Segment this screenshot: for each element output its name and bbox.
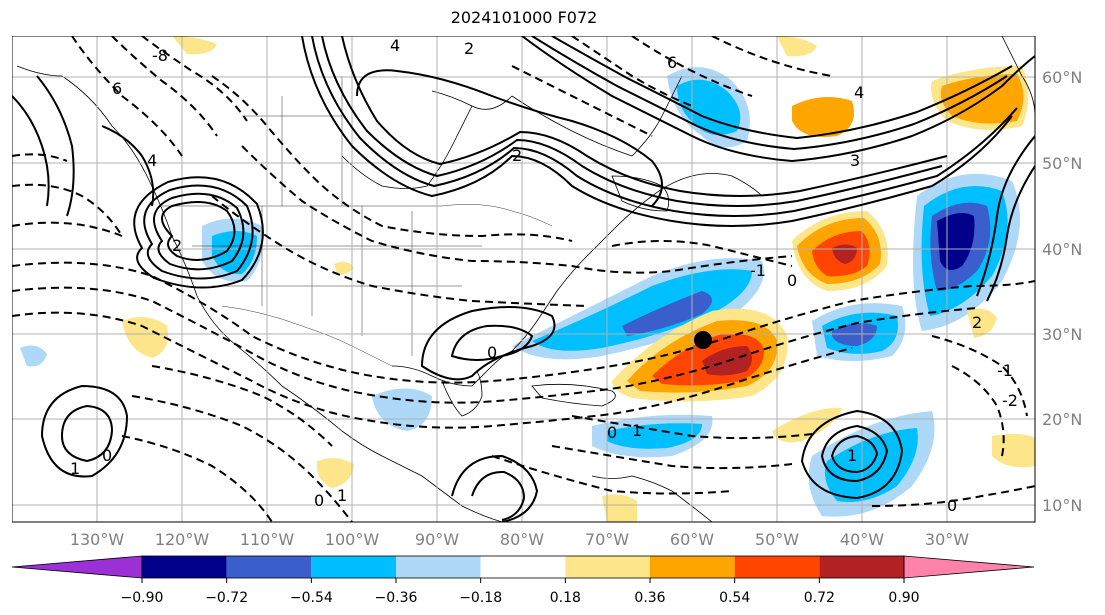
lon-label: 90°W (415, 530, 459, 549)
colorbar-segment (650, 556, 735, 578)
contour-label: 2 (172, 236, 182, 255)
contour-label: 2 (512, 146, 522, 165)
contour-label: 4 (390, 36, 400, 55)
colorbar-extend-high (903, 555, 1035, 579)
colorbar-segment (311, 556, 396, 578)
lat-label: 60°N (1042, 68, 1082, 87)
contour-label: 6 (667, 53, 677, 72)
contour-label: 1 (70, 459, 80, 478)
colorbar-tick-label: −0.72 (205, 590, 248, 606)
contour-label: 0 (314, 491, 324, 510)
colorbar-segment (396, 556, 481, 578)
contour-label: 1 (847, 446, 857, 465)
contour-label: -2 (1002, 391, 1018, 410)
contour-label: 2 (972, 313, 982, 332)
lon-label: 40°W (840, 530, 884, 549)
lat-label: 40°N (1042, 240, 1082, 259)
lon-label: 130°W (70, 530, 125, 549)
contour-label: -1 (750, 261, 766, 280)
lat-label: 30°N (1042, 325, 1082, 344)
contour-label: 0 (487, 343, 497, 362)
contour-label: 4 (147, 151, 157, 170)
lon-label: 120°W (155, 530, 210, 549)
colorbar-extend-low (11, 555, 143, 579)
lon-label: 60°W (670, 530, 714, 549)
contour-label: 1 (337, 486, 347, 505)
contour-label: 0 (607, 423, 617, 442)
lat-label: 50°N (1042, 154, 1082, 173)
contour-label: 0 (947, 496, 957, 515)
colorbar-tick-label: 0.54 (719, 590, 750, 606)
contour-label: 3 (850, 151, 860, 170)
dashed-contours (12, 36, 1035, 522)
colorbar-segment (565, 556, 650, 578)
colorbar-segment (480, 556, 566, 578)
lon-label: 80°W (500, 530, 544, 549)
contour-label-group: -8 4 2 6 4 6 4 2 3 2 -1 0 0 1 0 1 0 1 0 … (70, 36, 1018, 515)
contour-label: 6 (112, 79, 122, 98)
lat-label: 10°N (1042, 496, 1082, 515)
colorbar-tick-label: 0.36 (634, 590, 665, 606)
colorbar-segment (142, 556, 227, 578)
longitude-labels: 130°W 120°W 110°W 100°W 90°W 80°W 70°W 6… (70, 530, 969, 549)
graticule (12, 36, 1035, 522)
map-title: 2024101000 F072 (450, 8, 598, 27)
contour-label: 1 (632, 421, 642, 440)
colorbar-segment (226, 556, 312, 578)
latitude-labels: 60°N 50°N 40°N 30°N 20°N 10°N (1042, 68, 1082, 515)
colorbar-tick-label: 0.72 (804, 590, 835, 606)
colorbar-segment (819, 556, 904, 578)
weather-map: -8 4 2 6 4 6 4 2 3 2 -1 0 0 1 0 1 0 1 0 … (12, 36, 1082, 523)
lon-label: 110°W (240, 530, 295, 549)
contour-label: 0 (787, 271, 797, 290)
colorbar-segment (734, 556, 820, 578)
map-frame (12, 36, 1036, 523)
contour-label: 4 (854, 83, 864, 102)
contour-label: -1 (997, 361, 1013, 380)
solid-contours (12, 36, 1035, 522)
lat-label: 20°N (1042, 410, 1082, 429)
contour-label: 2 (464, 39, 474, 58)
colorbar-tick-label: 0.18 (550, 590, 581, 606)
contour-label: -8 (152, 46, 168, 65)
storm-marker-icon (694, 331, 712, 349)
lon-label: 100°W (325, 530, 380, 549)
lon-label: 70°W (585, 530, 629, 549)
colorbar-tick-label: 0.90 (888, 590, 919, 606)
colorbar-tick-label: −0.18 (459, 590, 502, 606)
colorbar-tick-label: −0.90 (121, 590, 164, 606)
lon-label: 30°W (925, 530, 969, 549)
colorbar-tick-label: −0.54 (290, 590, 333, 606)
colorbar: −0.90 −0.72 −0.54 −0.36 −0.18 0.18 0.36 0.54 0.7… (11, 555, 1035, 606)
lon-label: 50°W (755, 530, 799, 549)
contour-label: 0 (102, 446, 112, 465)
colorbar-tick-label: −0.36 (375, 590, 418, 606)
